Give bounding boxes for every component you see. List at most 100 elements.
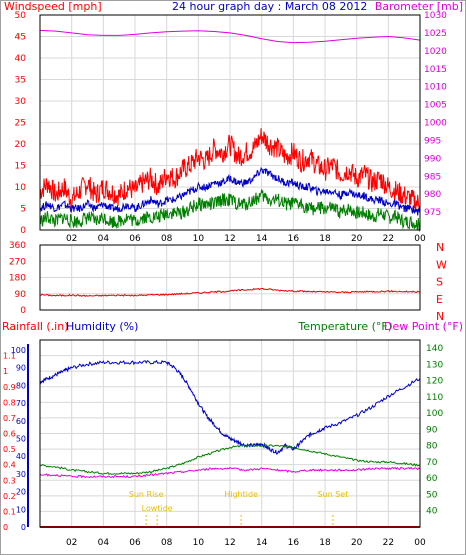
event-annotations: Sun Rise Lowtide Hightide Sun Set [129, 490, 348, 527]
series-temperature [39, 444, 421, 475]
humidity-tick-label: 70 [16, 399, 26, 408]
bottom-x-tick-label: 02 [66, 538, 77, 548]
dewpoint-axis-label: Dew Point (°F) [384, 320, 463, 333]
compass-tick-label: S [436, 276, 443, 289]
bottom-x-tick-label: 08 [161, 538, 173, 548]
rainfall-tick-label: 0.3 [3, 476, 16, 485]
direction-tick-label: 0 [20, 306, 26, 316]
barometer-tick-label: 1010 [424, 83, 447, 93]
bottom-x-tick-label: 20 [351, 538, 363, 548]
temperature-tick-label: 110 [426, 393, 443, 403]
wind-x-tick-label: 14 [256, 234, 268, 244]
bottom-x-tick-label: 10 [193, 538, 205, 548]
rainfall-tick-label: 0.4 [3, 461, 16, 470]
temperature-tick-label: 90 [426, 425, 438, 435]
barometer-tick-label: 975 [424, 208, 441, 218]
bottom-x-tick-label: 14 [256, 538, 268, 548]
temperature-tick-label: 70 [426, 458, 438, 468]
wind-x-tick-label: 20 [351, 234, 363, 244]
series-wind_direction [39, 287, 420, 298]
windspeed-tick-label: 15 [15, 162, 26, 172]
windspeed-axis-label: Windspeed [mph] [4, 0, 102, 13]
barometer-tick-label: 1005 [424, 101, 447, 111]
panel-2-border [39, 244, 421, 311]
barometer-tick-label: 1030 [424, 11, 447, 21]
bottom-x-tick-label: 16 [288, 538, 300, 548]
wind-x-tick-label: 00 [414, 234, 426, 244]
series-humidity [39, 359, 421, 455]
windspeed-tick-label: 50 [15, 11, 27, 21]
bottom-x-tick-label: 12 [224, 538, 235, 548]
rainfall-tick-label: 0.5 [3, 445, 16, 454]
barometer-tick-label: 1015 [424, 65, 447, 75]
bottom-x-tick-label: 22 [383, 538, 394, 548]
temperature-tick-label: 40 [426, 507, 438, 517]
wind-x-tick-label: 10 [193, 234, 205, 244]
tick-labels: 0510152025303540455097598098599099510001… [3, 11, 447, 548]
humidity-panel-grid [40, 339, 421, 528]
series-barometer [39, 29, 421, 44]
windspeed-tick-label: 40 [15, 54, 27, 64]
temperature-tick-label: 80 [426, 442, 438, 452]
bottom-x-tick-label: 04 [98, 538, 110, 548]
windspeed-tick-label: 0 [20, 226, 26, 236]
event-label: Lowtide [142, 504, 173, 513]
rainfall-tick-label: 0.8 [3, 398, 16, 407]
humidity-tick-label: 0 [21, 523, 26, 532]
rainfall-tick-label: 0.9 [3, 383, 16, 392]
series-dewpoint [39, 466, 421, 479]
rainfall-tick-label: 1.1 [3, 352, 16, 361]
windspeed-tick-label: 10 [15, 183, 27, 193]
wind-x-tick-label: 12 [224, 234, 235, 244]
compass-tick-label: W [436, 258, 447, 271]
barometer-tick-label: 1025 [424, 29, 447, 39]
temperature-tick-label: 120 [426, 377, 443, 387]
temperature-tick-label: 140 [426, 344, 443, 354]
barometer-axis-label: Barometer [mb] [375, 0, 463, 13]
direction-tick-label: 270 [9, 257, 26, 267]
series-wind_high [39, 128, 421, 213]
barometer-tick-label: 985 [424, 172, 441, 182]
wind-x-tick-label: 22 [383, 234, 394, 244]
series-wind_avg [39, 166, 421, 216]
barometer-tick-label: 1020 [424, 47, 447, 57]
rainfall-tick-label: 0.2 [3, 492, 16, 501]
humidity-tick-label: 10 [16, 505, 26, 514]
direction-tick-label: 180 [9, 274, 26, 284]
barometer-tick-label: 990 [424, 154, 441, 164]
windspeed-tick-label: 5 [20, 205, 26, 215]
temperature-tick-label: 130 [426, 360, 443, 370]
windspeed-tick-label: 45 [15, 33, 26, 43]
temperature-tick-label: 50 [426, 490, 438, 500]
bottom-x-tick-label: 06 [129, 538, 141, 548]
humidity-tick-label: 90 [16, 364, 26, 373]
event-label: Sun Set [317, 490, 348, 499]
panel-3-border [39, 339, 421, 528]
humidity-tick-label: 80 [16, 381, 26, 390]
rainfall-tick-label: 0 [3, 523, 8, 532]
humidity-tick-label: 20 [16, 488, 26, 497]
wind-x-tick-label: 06 [129, 234, 141, 244]
compass-tick-label: N [436, 241, 444, 254]
event-label: Sun Rise [129, 490, 164, 499]
humidity-tick-label: 100 [11, 346, 26, 355]
barometer-tick-label: 995 [424, 136, 441, 146]
temperature-tick-label: 60 [426, 474, 438, 484]
windspeed-tick-label: 25 [15, 119, 26, 129]
windspeed-tick-label: 30 [15, 97, 27, 107]
wind-x-tick-label: 04 [98, 234, 110, 244]
windspeed-tick-label: 20 [15, 140, 27, 150]
humidity-tick-label: 60 [16, 417, 26, 426]
bottom-x-tick-label: 18 [319, 538, 331, 548]
chart-title: 24 hour graph day : March 08 2012 [172, 0, 367, 13]
panel-1-border [39, 14, 421, 231]
rainfall-tick-label: 1 [3, 367, 8, 376]
humidity-tick-label: 40 [16, 452, 26, 461]
series-wind_low [39, 189, 421, 232]
event-label: Hightide [224, 490, 258, 499]
windspeed-tick-label: 35 [15, 76, 26, 86]
temperature-tick-label: 100 [426, 409, 443, 419]
rainfall-axis-label: Rainfall (.in) [2, 320, 69, 333]
humidity-tick-label: 50 [16, 435, 26, 444]
